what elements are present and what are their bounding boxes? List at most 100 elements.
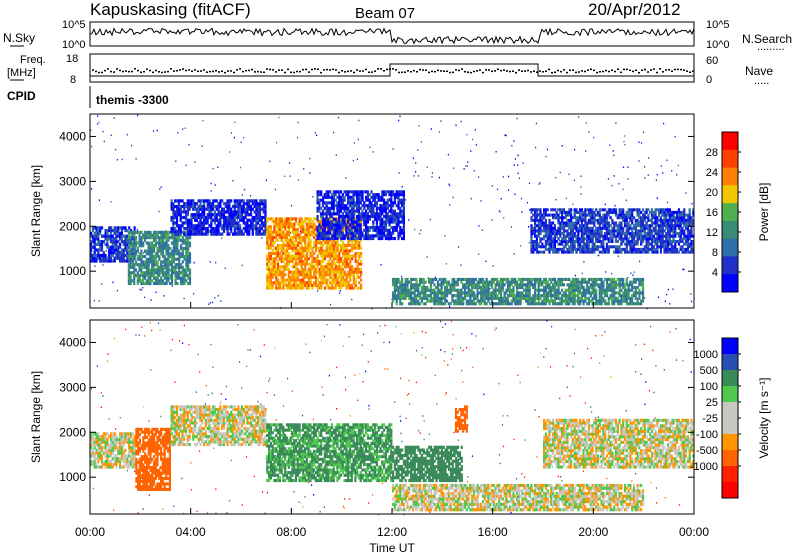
- heatmap-cell: [537, 221, 540, 225]
- heatmap-cell: [186, 207, 189, 211]
- heatmap-cell: [541, 288, 544, 292]
- heatmap-cell: [90, 231, 93, 235]
- heatmap-cell: [325, 231, 328, 235]
- heatmap-cell: [392, 291, 395, 295]
- heatmap-cell: [462, 296, 465, 300]
- heatmap-cell: [420, 141, 422, 143]
- heatmap-cell: [393, 291, 396, 295]
- heatmap-cell: [390, 195, 393, 199]
- heatmap-cell: [573, 277, 576, 281]
- heatmap-cell: [345, 278, 348, 282]
- heatmap-cell: [638, 277, 641, 281]
- heatmap-cell: [322, 251, 325, 255]
- heatmap-cell: [203, 224, 206, 228]
- heatmap-cell: [408, 280, 411, 284]
- heatmap-cell: [631, 294, 634, 298]
- heatmap-cell: [282, 281, 285, 285]
- heatmap-cell: [269, 217, 272, 221]
- heatmap-cell: [609, 277, 612, 281]
- heatmap-cell: [384, 190, 387, 194]
- heatmap-cell: [109, 226, 113, 230]
- heatmap-cell: [327, 212, 330, 216]
- heatmap-cell: [215, 199, 218, 203]
- heatmap-cell: [240, 232, 244, 236]
- heatmap-cell: [284, 243, 287, 247]
- heatmap-cell: [307, 281, 310, 285]
- heatmap-cell: [152, 263, 156, 267]
- heatmap-cell: [600, 294, 603, 298]
- heatmap-cell: [215, 218, 218, 222]
- heatmap-cell: [336, 228, 339, 232]
- heatmap-cell: [532, 213, 535, 217]
- heatmap-cell: [341, 212, 344, 216]
- heatmap-cell: [327, 259, 330, 263]
- heatmap-cell: [286, 235, 289, 239]
- heatmap-cell: [366, 204, 369, 208]
- heatmap-cell: [343, 209, 346, 213]
- heatmap-cell: [179, 224, 182, 228]
- heatmap-cell: [219, 204, 222, 209]
- heatmap-cell: [266, 283, 269, 287]
- heatmap-cell: [571, 283, 574, 287]
- heatmap-cell: [447, 153, 449, 156]
- heatmap-cell: [581, 272, 583, 275]
- heatmap-cell: [151, 279, 154, 283]
- heatmap-cell: [126, 240, 129, 244]
- heatmap-cell: [519, 302, 522, 306]
- heatmap-cell: [322, 249, 325, 253]
- heatmap-cell: [192, 199, 195, 203]
- heatmap-cell: [194, 218, 197, 222]
- heatmap-cell: [122, 248, 125, 252]
- heatmap-cell: [639, 260, 641, 263]
- heatmap-cell: [127, 233, 130, 237]
- heatmap-cell: [231, 224, 235, 228]
- heatmap-cell: [660, 165, 662, 167]
- heatmap-cell: [160, 276, 163, 280]
- heatmap-cell: [539, 216, 542, 220]
- heatmap-cell: [275, 257, 278, 261]
- heatmap-cell: [136, 257, 139, 261]
- freq-dot: [515, 71, 517, 74]
- heatmap-cell: [390, 204, 393, 208]
- heatmap-cell: [108, 259, 111, 263]
- heatmap-cell: [339, 228, 343, 232]
- heatmap-cell: [539, 283, 542, 287]
- heatmap-cell: [620, 299, 623, 303]
- heatmap-cell: [570, 299, 573, 303]
- freq-dot: [428, 71, 430, 74]
- heatmap-cell: [172, 215, 175, 220]
- heatmap-cell: [143, 236, 147, 240]
- heatmap-cell: [185, 241, 188, 245]
- heatmap-cell: [105, 250, 107, 252]
- heatmap-cell: [357, 193, 360, 197]
- heatmap-cell: [543, 299, 546, 303]
- freq-dot: [284, 71, 286, 74]
- heatmap-cell: [316, 190, 319, 194]
- heatmap-cell: [449, 291, 452, 295]
- heatmap-cell: [172, 221, 175, 225]
- heatmap-cell: [330, 223, 334, 227]
- freq-dot: [584, 70, 586, 73]
- heatmap-cell: [305, 222, 309, 226]
- heatmap-cell: [465, 280, 468, 284]
- heatmap-cell: [499, 280, 503, 284]
- heatmap-cell: [410, 302, 413, 306]
- heatmap-cell: [351, 270, 354, 274]
- heatmap-cell: [329, 231, 332, 235]
- freq-dot: [173, 70, 175, 72]
- heatmap-cell: [413, 283, 416, 287]
- heatmap-cell: [277, 265, 280, 269]
- heatmap-cell: [280, 273, 283, 277]
- heatmap-cell: [273, 270, 276, 274]
- heatmap-cell: [242, 221, 245, 225]
- heatmap-cell: [102, 240, 105, 244]
- freq-dot: [212, 70, 214, 73]
- heatmap-cell: [158, 238, 161, 242]
- heatmap-cell: [181, 204, 184, 209]
- heatmap-cell: [129, 229, 133, 233]
- heatmap-cell: [300, 254, 303, 258]
- heatmap-cell: [343, 243, 346, 247]
- heatmap-cell: [206, 232, 209, 236]
- heatmap-cell: [600, 280, 603, 284]
- heatmap-cell: [140, 236, 143, 240]
